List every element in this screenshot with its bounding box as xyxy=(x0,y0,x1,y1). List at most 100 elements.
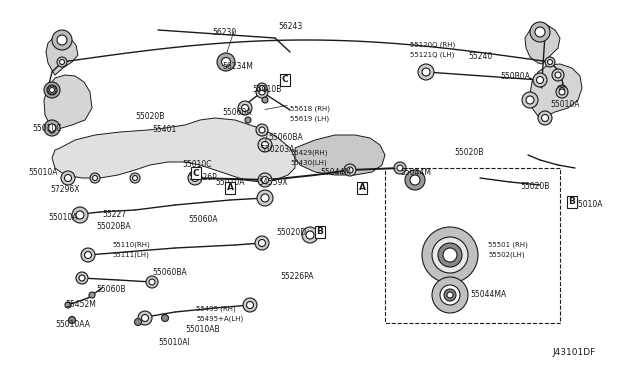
Circle shape xyxy=(141,314,148,321)
Circle shape xyxy=(530,22,550,42)
Circle shape xyxy=(522,92,538,108)
Circle shape xyxy=(259,86,264,90)
Circle shape xyxy=(44,82,60,98)
Circle shape xyxy=(65,174,72,182)
Circle shape xyxy=(241,105,248,112)
Text: 55020BA: 55020BA xyxy=(96,222,131,231)
Circle shape xyxy=(57,57,67,67)
Text: 56234M: 56234M xyxy=(222,62,253,71)
Circle shape xyxy=(541,115,548,122)
Circle shape xyxy=(444,289,456,301)
Circle shape xyxy=(306,231,314,239)
Text: J43101DF: J43101DF xyxy=(552,348,595,357)
Text: 55619 (LH): 55619 (LH) xyxy=(290,115,329,122)
Polygon shape xyxy=(530,64,582,118)
Text: 55430(LH): 55430(LH) xyxy=(290,160,327,167)
Text: 54559X: 54559X xyxy=(258,178,287,187)
Circle shape xyxy=(60,60,65,64)
Circle shape xyxy=(545,57,555,67)
Polygon shape xyxy=(295,135,385,175)
Circle shape xyxy=(76,211,84,219)
Text: 55227: 55227 xyxy=(102,210,126,219)
Circle shape xyxy=(138,311,152,325)
Circle shape xyxy=(555,72,561,78)
Text: 55010AA: 55010AA xyxy=(55,320,90,329)
Circle shape xyxy=(130,173,140,183)
Text: C: C xyxy=(193,169,199,177)
Circle shape xyxy=(61,171,75,185)
Text: 55495 (RH): 55495 (RH) xyxy=(196,305,236,311)
Circle shape xyxy=(245,117,251,123)
Text: 55020D: 55020D xyxy=(276,228,306,237)
Circle shape xyxy=(256,124,268,136)
Circle shape xyxy=(432,277,468,313)
Circle shape xyxy=(418,64,434,80)
Circle shape xyxy=(134,318,141,326)
Circle shape xyxy=(84,251,92,259)
Circle shape xyxy=(52,30,72,50)
Text: 55111(LH): 55111(LH) xyxy=(112,252,149,259)
Circle shape xyxy=(257,190,273,206)
Polygon shape xyxy=(44,75,92,130)
Circle shape xyxy=(89,292,95,298)
Text: 55010C: 55010C xyxy=(32,124,61,133)
Circle shape xyxy=(72,207,88,223)
Circle shape xyxy=(255,236,269,250)
Text: 55010A: 55010A xyxy=(573,200,602,209)
Circle shape xyxy=(535,27,545,37)
Text: 55429(RH): 55429(RH) xyxy=(290,150,328,157)
Bar xyxy=(385,168,560,323)
Text: 55010A: 55010A xyxy=(550,100,579,109)
Text: 55502(LH): 55502(LH) xyxy=(488,252,525,259)
Circle shape xyxy=(65,302,71,308)
Circle shape xyxy=(344,164,356,176)
Text: 55010A: 55010A xyxy=(215,178,244,187)
Text: 55010A: 55010A xyxy=(48,213,77,222)
Circle shape xyxy=(397,165,403,171)
Circle shape xyxy=(559,89,565,95)
Circle shape xyxy=(47,85,57,95)
Circle shape xyxy=(76,272,88,284)
Text: 55121Q (LH): 55121Q (LH) xyxy=(410,52,454,58)
Circle shape xyxy=(538,111,552,125)
Circle shape xyxy=(238,101,252,115)
Text: 55044M: 55044M xyxy=(320,168,351,177)
Circle shape xyxy=(81,248,95,262)
Circle shape xyxy=(547,60,552,64)
Circle shape xyxy=(405,170,425,190)
Polygon shape xyxy=(52,118,295,182)
Text: 55020B: 55020B xyxy=(454,148,483,157)
Text: A: A xyxy=(358,183,365,192)
Circle shape xyxy=(49,127,55,133)
Polygon shape xyxy=(525,25,560,64)
Circle shape xyxy=(48,86,56,94)
Text: 56230: 56230 xyxy=(212,28,236,37)
Text: 56243: 56243 xyxy=(278,22,302,31)
Circle shape xyxy=(259,89,265,95)
Circle shape xyxy=(246,301,253,308)
Circle shape xyxy=(347,167,353,173)
Circle shape xyxy=(57,35,67,45)
Circle shape xyxy=(262,141,269,148)
Circle shape xyxy=(262,97,268,103)
Circle shape xyxy=(221,58,230,67)
Text: 55010A: 55010A xyxy=(28,168,58,177)
Text: A: A xyxy=(227,183,234,192)
Text: 55044M: 55044M xyxy=(400,168,431,177)
Text: 57296X: 57296X xyxy=(50,185,79,194)
Text: B: B xyxy=(317,228,323,237)
Circle shape xyxy=(259,127,265,133)
Text: 55501 (RH): 55501 (RH) xyxy=(488,242,528,248)
Circle shape xyxy=(557,85,567,95)
Circle shape xyxy=(552,69,564,81)
Text: 55010AI: 55010AI xyxy=(158,338,189,347)
Circle shape xyxy=(90,173,100,183)
Text: 55060A: 55060A xyxy=(222,108,252,117)
Text: 55618 (RH): 55618 (RH) xyxy=(290,105,330,112)
Circle shape xyxy=(132,176,138,180)
Text: 55020B: 55020B xyxy=(135,112,164,121)
Text: 55226P: 55226P xyxy=(188,173,217,182)
Circle shape xyxy=(556,86,568,98)
Circle shape xyxy=(68,317,76,324)
Text: 55120Q (RH): 55120Q (RH) xyxy=(410,42,455,48)
